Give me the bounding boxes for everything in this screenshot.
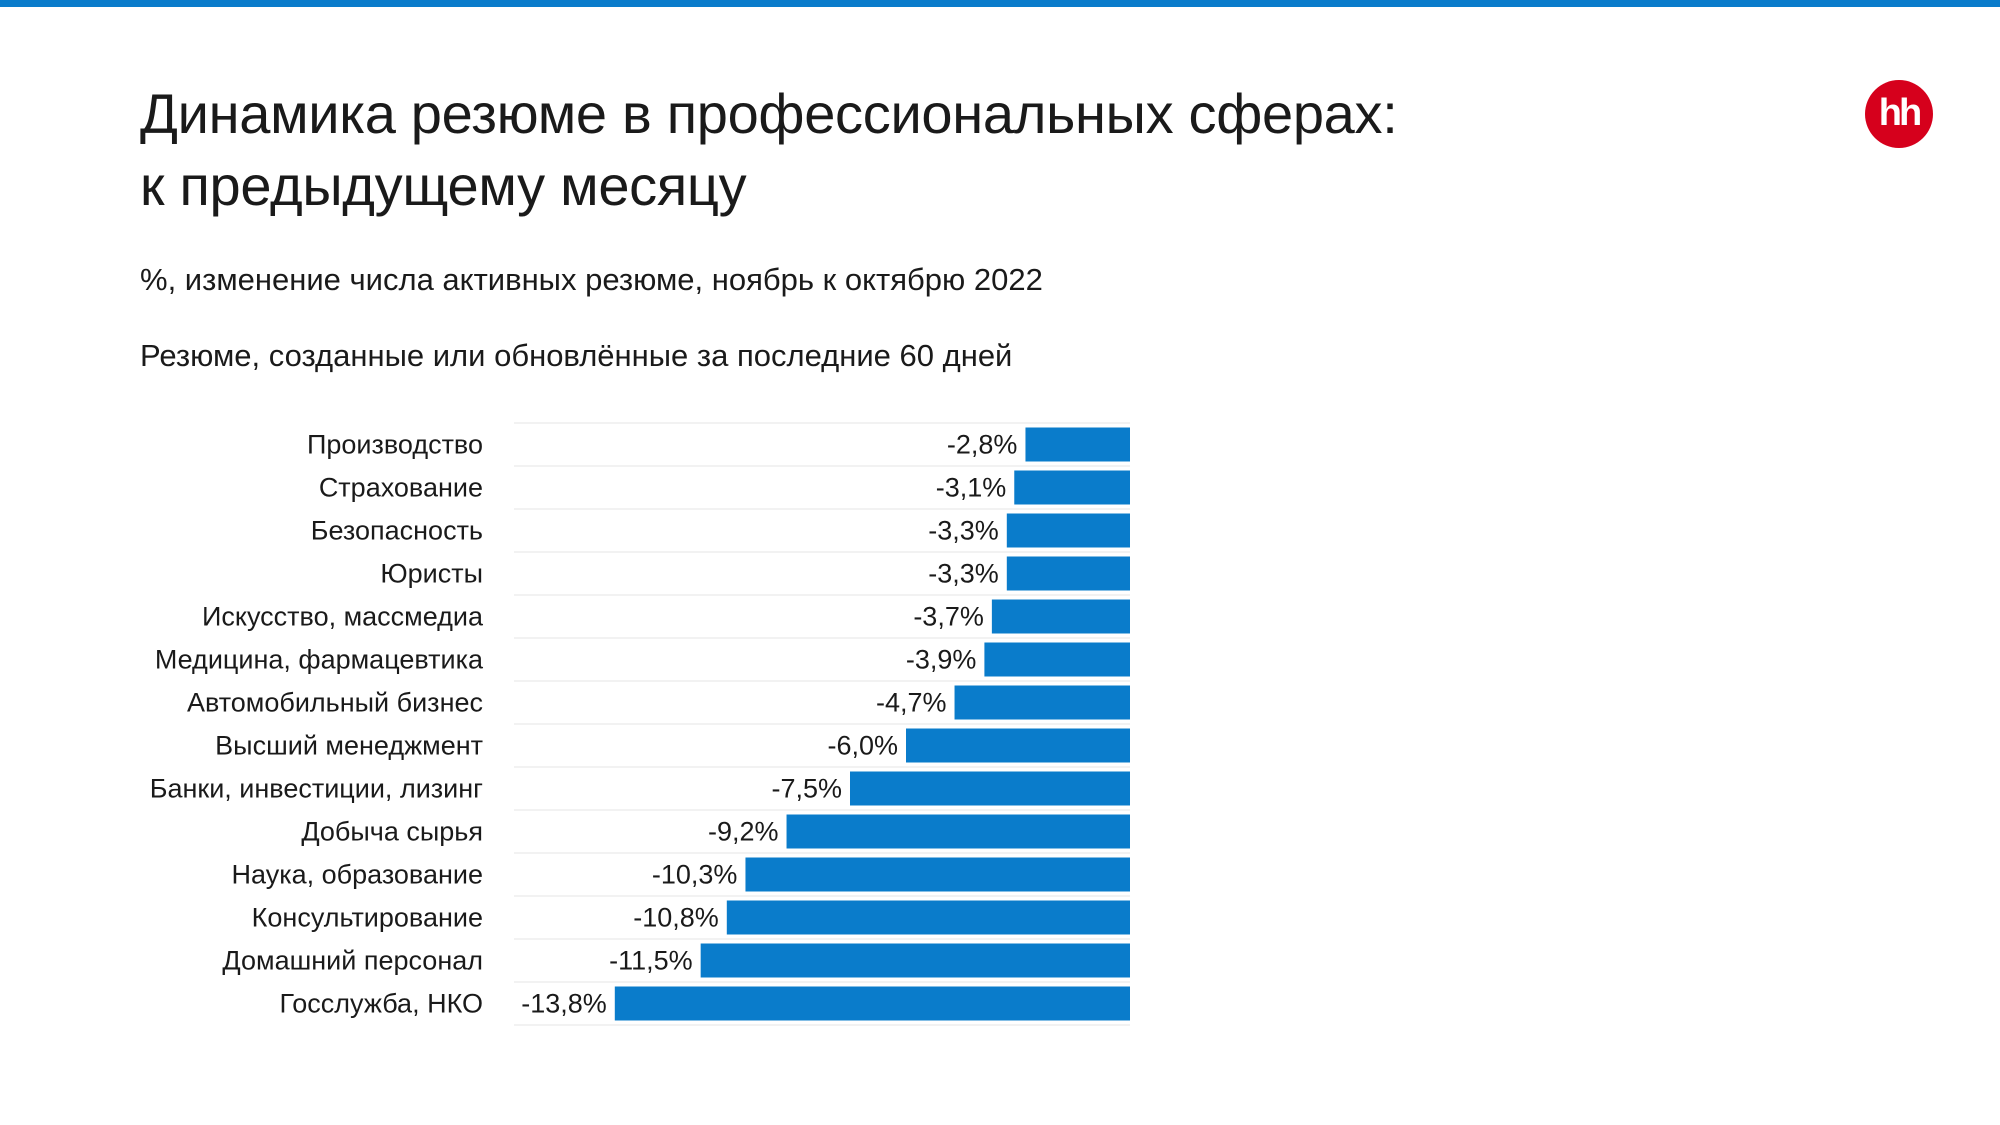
bar-2	[1014, 470, 1130, 505]
bar-8	[906, 728, 1130, 763]
bar-9	[850, 771, 1130, 806]
chart-grid	[514, 422, 1130, 1026]
category-label: Автомобильный бизнес	[187, 688, 483, 718]
chart-note: Резюме, созданные или обновлённые за пос…	[140, 338, 1013, 373]
category-label: Медицина, фармацевтика	[155, 645, 484, 675]
top-accent-bar	[0, 0, 2000, 7]
bar-14	[614, 986, 1130, 1021]
bar-12	[726, 900, 1130, 935]
value-label: -7,5%	[771, 774, 842, 804]
bar-5	[991, 599, 1130, 634]
category-label: Страхование	[319, 473, 483, 503]
category-label: Добыча сырья	[301, 817, 483, 847]
hh-logo: hh	[1865, 80, 1933, 148]
category-label: Искусство, массмедиа	[202, 602, 484, 632]
bar-6	[984, 642, 1130, 677]
value-label: -3,7%	[913, 602, 984, 632]
bar-10	[786, 814, 1130, 849]
category-label: Безопасность	[311, 516, 483, 546]
value-label: -9,2%	[708, 817, 779, 847]
category-label: Юристы	[380, 559, 483, 589]
value-label: -2,8%	[947, 430, 1018, 460]
value-label: -3,1%	[936, 473, 1007, 503]
category-label: Высший менеджмент	[215, 731, 483, 761]
chart-subtitle: %, изменение числа активных резюме, нояб…	[140, 262, 1043, 297]
category-label: Домашний персонал	[222, 946, 483, 976]
value-label: -4,7%	[876, 688, 947, 718]
chart-bars	[614, 427, 1130, 1021]
value-label: -3,3%	[928, 559, 999, 589]
category-label: Наука, образование	[231, 860, 483, 890]
value-label: -3,3%	[928, 516, 999, 546]
bar-13	[700, 943, 1130, 978]
value-label: -11,5%	[609, 946, 693, 976]
category-label: Банки, инвестиции, лизинг	[150, 774, 483, 804]
bar-1	[1025, 427, 1130, 462]
chart-labels: Производство -2,8% Страхование -3,1% Безопас…	[150, 430, 1018, 1019]
value-label: -6,0%	[827, 731, 898, 761]
category-label: Госслужба, НКО	[279, 989, 483, 1019]
bar-3	[1006, 513, 1130, 548]
bar-11	[745, 857, 1130, 892]
value-label: -3,9%	[906, 645, 977, 675]
page-title: Динамика резюме в профессиональных сфера…	[140, 78, 1740, 222]
page-title-line-2: к предыдущему месяцу	[140, 154, 747, 217]
bar-7	[954, 685, 1130, 720]
category-label: Консультирование	[252, 903, 483, 933]
value-label: -10,3%	[652, 860, 738, 890]
bar-4	[1006, 556, 1130, 591]
value-label: -10,8%	[633, 903, 719, 933]
category-label: Производство	[307, 430, 483, 460]
value-label: -13,8%	[521, 989, 607, 1019]
page-title-line-1: Динамика резюме в профессиональных сфера…	[140, 82, 1398, 145]
